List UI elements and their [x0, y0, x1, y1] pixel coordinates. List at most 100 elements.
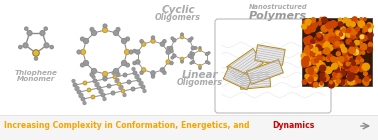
Circle shape: [44, 43, 49, 48]
Circle shape: [180, 57, 184, 61]
Circle shape: [347, 19, 351, 23]
Circle shape: [308, 80, 312, 83]
Circle shape: [347, 75, 351, 79]
Circle shape: [306, 55, 309, 58]
Circle shape: [310, 68, 314, 72]
Circle shape: [363, 63, 369, 70]
Circle shape: [347, 75, 353, 81]
Circle shape: [367, 78, 371, 81]
Circle shape: [342, 28, 346, 32]
Circle shape: [361, 35, 367, 41]
Circle shape: [140, 40, 143, 43]
Circle shape: [329, 37, 335, 42]
Circle shape: [75, 88, 78, 90]
Circle shape: [306, 42, 312, 48]
Circle shape: [323, 66, 326, 69]
Circle shape: [113, 75, 117, 79]
Circle shape: [315, 45, 321, 51]
Circle shape: [335, 57, 341, 64]
Circle shape: [338, 59, 345, 65]
Circle shape: [355, 48, 361, 55]
Circle shape: [302, 20, 310, 27]
Circle shape: [129, 50, 133, 54]
Circle shape: [310, 71, 313, 75]
Circle shape: [140, 82, 143, 84]
Polygon shape: [239, 71, 271, 89]
Circle shape: [116, 79, 119, 81]
Circle shape: [330, 81, 333, 84]
Circle shape: [181, 60, 183, 63]
Circle shape: [316, 33, 321, 37]
Circle shape: [325, 47, 331, 53]
Circle shape: [103, 24, 107, 28]
Circle shape: [190, 62, 192, 64]
Circle shape: [329, 36, 335, 42]
Circle shape: [313, 22, 316, 25]
Circle shape: [353, 47, 358, 52]
Circle shape: [143, 90, 146, 92]
Circle shape: [72, 80, 75, 82]
Circle shape: [349, 34, 355, 40]
Circle shape: [333, 74, 340, 80]
Circle shape: [368, 43, 372, 47]
Circle shape: [322, 74, 329, 81]
Circle shape: [311, 18, 316, 22]
Circle shape: [303, 58, 307, 62]
FancyBboxPatch shape: [0, 115, 378, 140]
Circle shape: [344, 59, 349, 64]
Circle shape: [358, 41, 362, 45]
Circle shape: [305, 39, 311, 46]
Circle shape: [190, 52, 192, 54]
Circle shape: [306, 68, 311, 73]
Circle shape: [141, 68, 146, 72]
Circle shape: [346, 32, 351, 37]
Circle shape: [340, 35, 344, 39]
Circle shape: [314, 78, 317, 80]
Circle shape: [361, 65, 367, 71]
Circle shape: [304, 49, 308, 53]
Circle shape: [336, 67, 340, 71]
Circle shape: [353, 36, 355, 39]
Circle shape: [354, 76, 358, 80]
Circle shape: [40, 31, 45, 36]
Circle shape: [95, 84, 98, 86]
Circle shape: [310, 51, 315, 56]
Circle shape: [350, 42, 355, 47]
Circle shape: [367, 23, 373, 30]
Circle shape: [361, 44, 367, 50]
Circle shape: [310, 45, 317, 52]
Text: Thiophene: Thiophene: [15, 70, 57, 76]
Circle shape: [360, 63, 364, 67]
Circle shape: [302, 24, 307, 29]
Circle shape: [141, 42, 146, 46]
Circle shape: [23, 43, 28, 48]
Circle shape: [338, 30, 342, 34]
Circle shape: [318, 21, 321, 25]
Circle shape: [358, 52, 361, 55]
Circle shape: [335, 72, 341, 77]
Circle shape: [335, 42, 338, 46]
Circle shape: [360, 35, 364, 39]
Circle shape: [112, 72, 115, 74]
Circle shape: [103, 98, 106, 100]
Circle shape: [316, 40, 320, 44]
Circle shape: [192, 61, 194, 63]
Circle shape: [126, 63, 129, 67]
Circle shape: [332, 63, 337, 69]
Circle shape: [341, 42, 343, 44]
Circle shape: [326, 22, 333, 29]
Circle shape: [314, 36, 321, 43]
Circle shape: [115, 80, 118, 82]
Circle shape: [310, 69, 314, 73]
Circle shape: [346, 21, 351, 26]
Circle shape: [170, 49, 173, 52]
Circle shape: [348, 52, 352, 56]
Circle shape: [321, 25, 328, 32]
Circle shape: [163, 71, 166, 74]
Circle shape: [316, 61, 322, 67]
Circle shape: [111, 91, 115, 95]
Circle shape: [199, 67, 201, 69]
Circle shape: [361, 59, 364, 62]
Circle shape: [301, 53, 306, 58]
Circle shape: [328, 27, 333, 32]
